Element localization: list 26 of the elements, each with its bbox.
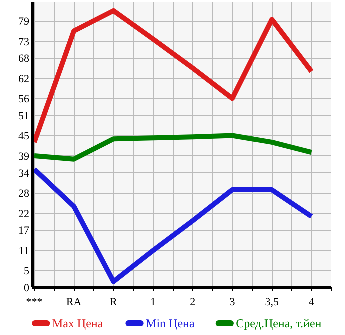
y-tick-label: 73 — [18, 36, 30, 48]
legend-label: Min Цена — [146, 316, 196, 330]
y-tick-label: 22 — [18, 208, 30, 220]
y-tick-label: 68 — [18, 53, 30, 66]
x-tick-label: RA — [66, 296, 82, 308]
y-tick-label: 17 — [18, 225, 30, 238]
y-tick-label: 51 — [18, 110, 30, 122]
y-tick-label: 39 — [18, 150, 30, 163]
legend-label: Сред.Цена, т.йен — [236, 316, 322, 330]
x-tick-label: *** — [26, 296, 43, 308]
y-tick-label: 11 — [18, 245, 30, 258]
x-tick-label: R — [110, 296, 118, 308]
x-tick-label: 3 — [230, 296, 236, 308]
x-tick-label: 4 — [308, 296, 315, 308]
y-tick-label: 56 — [18, 94, 30, 106]
x-tick-label: 2 — [190, 296, 196, 308]
y-tick-label: 34 — [18, 168, 30, 180]
y-tick-label: 5 — [24, 266, 30, 278]
y-tick-label: 0 — [24, 282, 30, 294]
legend-label: Max Цена — [52, 316, 104, 330]
y-tick-label: 45 — [18, 130, 30, 143]
x-tick-label: 1 — [150, 296, 156, 308]
y-tick-label: 28 — [18, 188, 30, 200]
y-tick-label: 79 — [18, 16, 30, 28]
y-tick-label: 62 — [18, 73, 30, 86]
x-tick-label: 3,5 — [265, 296, 280, 308]
